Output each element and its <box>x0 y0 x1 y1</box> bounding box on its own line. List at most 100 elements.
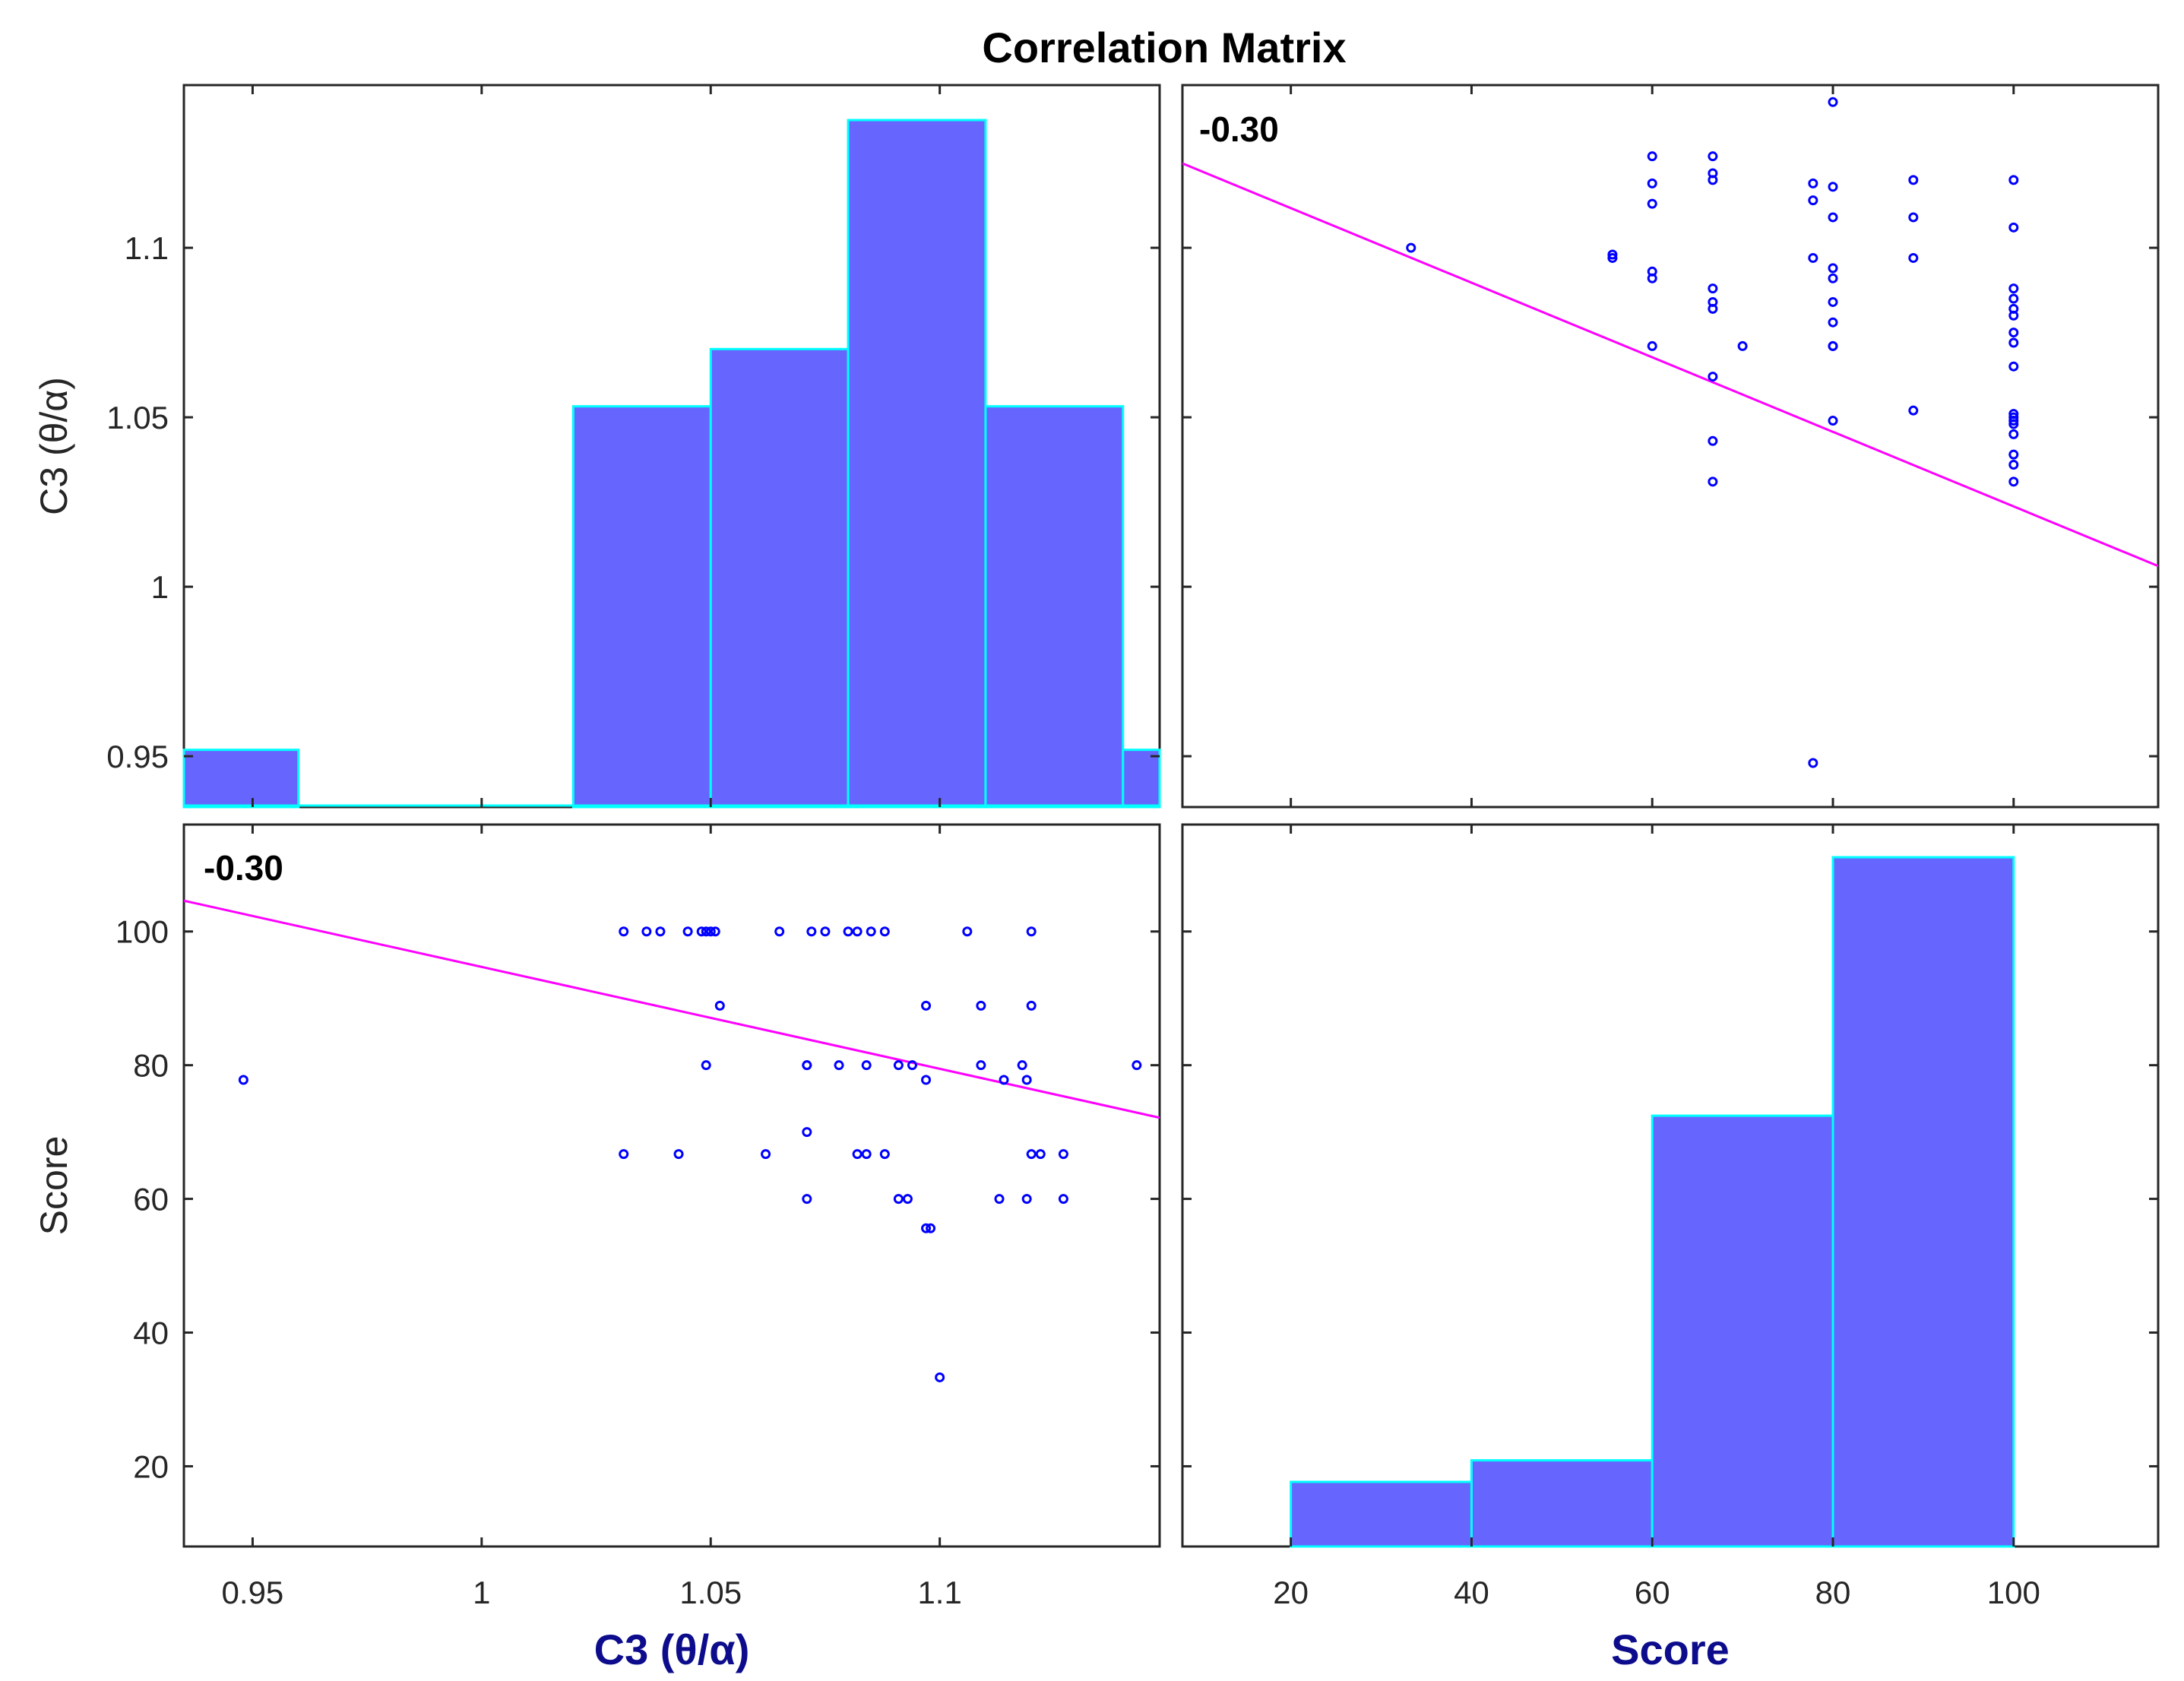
scatter-score-vs-c3-point <box>1708 435 1718 446</box>
scatter-c3-vs-score-point <box>902 1194 913 1205</box>
scatter-c3-vs-score-point <box>861 1060 872 1071</box>
y-axis-label-c3: C3 (θ/α) <box>33 377 75 515</box>
scatter-c3-vs-score-point <box>1026 1000 1037 1011</box>
scatter-c3-vs-score-point <box>843 926 853 937</box>
scatter-c3-vs-score-point <box>907 1060 917 1071</box>
scatter-c3-vs-score-point <box>1058 1149 1068 1160</box>
scatter-c3-vs-score-point <box>852 926 863 937</box>
scatter-c3-vs-score-point <box>1035 1149 1046 1160</box>
scatter-score-vs-c3-point <box>1828 296 1838 307</box>
scatter-score-vs-c3-point <box>1647 151 1657 162</box>
scatter-c3-vs-score-point <box>994 1194 1005 1205</box>
scatter-score-vs-c3-point <box>2008 175 2019 185</box>
scatter-c3-vs-score-point <box>893 1194 904 1205</box>
scatter-c3-vs-score-point <box>802 1127 812 1138</box>
scatter-score-vs-c3-point <box>2008 429 2019 439</box>
score-histogram-bar <box>1831 856 2015 1548</box>
scatter-score-vs-c3-point <box>1808 195 1818 206</box>
scatter-score-vs-c3-point <box>2008 361 2019 372</box>
scatter-score-vs-c3-point <box>2008 416 2019 426</box>
c3-histogram-bar <box>984 405 1125 809</box>
tick-label: 1.05 <box>679 1575 742 1610</box>
scatter-c3-vs-score-point <box>1017 1060 1027 1071</box>
scatter-score-vs-c3-point <box>1647 273 1657 283</box>
scatter-c3-vs-score-point <box>866 926 876 937</box>
scatter-score-vs-c3-point <box>2008 419 2019 429</box>
scatter-score-vs-c3-point <box>2008 293 2019 304</box>
chart-title: Correlation Matrix <box>982 24 1346 71</box>
scatter-c3-vs-score-point <box>682 926 693 937</box>
y-axis-label-score: Score <box>33 1136 75 1236</box>
scatter-c3-vs-score-point <box>921 1223 932 1233</box>
tick-label: 20 <box>133 1448 169 1484</box>
tick-label: 80 <box>1815 1575 1851 1610</box>
scatter-score-vs-c3-fit-line <box>1182 162 2158 568</box>
scatter-score-vs-c3-point <box>1908 252 1919 263</box>
scatter-c3-vs-score-point <box>820 926 831 937</box>
scatter-score-vs-c3-point <box>1647 178 1657 188</box>
scatter-score-vs-c3-point <box>2008 310 2019 321</box>
c3-histogram-bar <box>571 405 712 809</box>
scatter-c3-vs-score-point <box>962 926 973 937</box>
scatter-c3-vs-score-point <box>1021 1075 1032 1085</box>
tick-label: 0.95 <box>106 739 169 774</box>
tick-label: 80 <box>133 1048 169 1084</box>
scatter-score-vs-c3-point <box>1406 242 1416 253</box>
scatter-c3-vs-score <box>184 899 1160 1382</box>
tick-label: 1.1 <box>917 1575 961 1610</box>
scatter-c3-vs-score-fit-line <box>184 899 1160 1119</box>
tick-label: 60 <box>1635 1575 1670 1610</box>
scatter-score-vs-c3-point <box>1708 303 1718 314</box>
c3-histogram-bar <box>709 347 850 809</box>
scatter-c3-vs-score-point <box>655 926 666 937</box>
scatter-c3-vs-score-point <box>999 1075 1009 1085</box>
scatter-score-vs-c3-point <box>1647 340 1657 351</box>
scatter-c3-vs-score-point <box>921 1000 932 1011</box>
scatter-score-vs-c3-point <box>1808 758 1818 768</box>
scatter-c3-vs-score-point <box>705 926 716 937</box>
scatter-c3-vs-score-point <box>976 1060 986 1071</box>
scatter-score-vs-c3-point <box>1708 283 1718 294</box>
scatter-c3-vs-score-point <box>761 1149 771 1160</box>
c3-histogram-bar <box>182 749 300 809</box>
scatter-c3-vs-score-point <box>619 926 629 937</box>
scatter-c3-vs-score-point <box>1021 1194 1032 1205</box>
c3-histogram <box>182 119 1161 809</box>
tick-label: 40 <box>1454 1575 1489 1610</box>
score-histogram-bar <box>1470 1459 1654 1548</box>
tick-label: 0.95 <box>222 1575 284 1610</box>
scatter-c3-vs-score-point <box>696 926 707 937</box>
tick-label: 1.1 <box>125 230 169 266</box>
scatter-c3-vs-score-point <box>701 1060 711 1071</box>
scatter-c3-vs-score-point <box>806 926 817 937</box>
scatter-c3-vs-score-point <box>802 1060 812 1071</box>
scatter-score-vs-c3-point <box>2008 460 2019 470</box>
scatter-c3-vs-score-point <box>1132 1060 1142 1071</box>
scatter-c3-vs-score-point <box>774 926 785 937</box>
scatter-c3-vs-score-point <box>619 1149 629 1160</box>
scatter-c3-vs-score-point <box>976 1000 986 1011</box>
scatter-score-vs-c3-point <box>1908 405 1919 416</box>
scatter-c3-vs-score-point <box>893 1060 904 1071</box>
scatter-c3-vs-score-point <box>1058 1194 1068 1205</box>
scatter-score-vs-c3-point <box>1828 182 1838 192</box>
scatter-c3-vs-score-point <box>1026 926 1037 937</box>
c3-histogram-bar <box>847 119 987 809</box>
scatter-score-vs-c3-point <box>2008 337 2019 348</box>
scatter-score-vs-c3-point <box>1737 340 1748 351</box>
panel-c3-vs-score-frame <box>182 823 1161 1548</box>
scatter-score-vs-c3-point <box>1808 252 1818 263</box>
scatter-score-vs-c3-point <box>1708 175 1718 185</box>
scatter-c3-vs-score-point <box>921 1075 932 1085</box>
scatter-c3-vs-score-point <box>852 1149 863 1160</box>
scatter-score-vs-c3-point <box>1647 198 1657 209</box>
axis-ticks: 0.95 1 1.05 1.1 20 40 60 80 100 0.95 1 1.05 1.1 20 40 6… <box>106 85 2158 1610</box>
scatter-score-vs-c3-point <box>1607 249 1618 260</box>
scatter-score-vs-c3-point <box>1708 476 1718 487</box>
scatter-score-vs-c3-point <box>1828 416 1838 426</box>
panel-score-vs-c3-frame <box>1181 84 2160 809</box>
tick-label: 60 <box>133 1182 169 1217</box>
tick-label: 1 <box>473 1575 490 1610</box>
scatter-score-vs-c3-point <box>1708 372 1718 382</box>
scatter-c3-vs-score-point <box>834 1060 844 1071</box>
